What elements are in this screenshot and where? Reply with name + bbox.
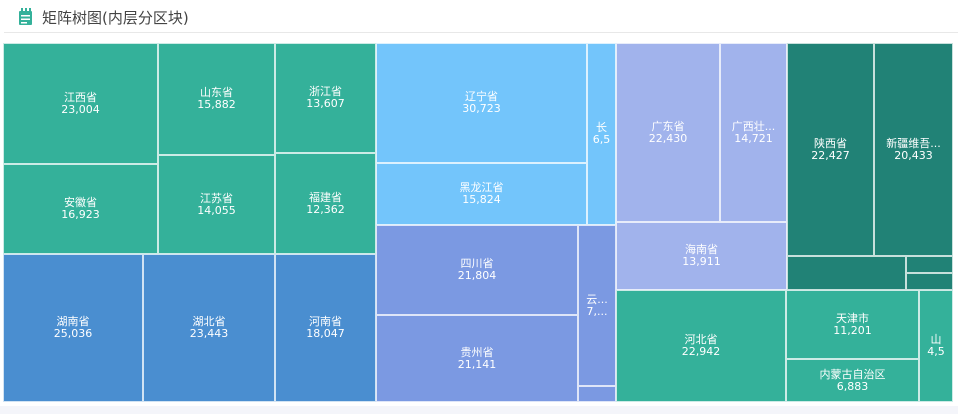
cell-label: 云...	[586, 292, 608, 306]
chart-header: 矩阵树图(内层分区块)	[18, 5, 189, 29]
cell-value: 14,055	[197, 203, 236, 217]
treemap-cell[interactable]: 陕西省 22,427	[787, 43, 874, 256]
cell-value: 23,443	[189, 327, 229, 340]
cell-label: 四川省	[460, 257, 494, 270]
page-title: 矩阵树图(内层分区块)	[42, 8, 189, 27]
cell-label: 安徽省	[64, 196, 97, 209]
cell-value: 21,804	[457, 269, 497, 282]
cell-label: 贵州省	[460, 345, 494, 359]
cell-value: 12,362	[306, 202, 345, 216]
cell-label: 江苏省	[200, 191, 233, 205]
cell-label: 山	[930, 333, 942, 346]
divider	[4, 32, 958, 33]
cell-value: 21,141	[457, 357, 497, 371]
cell-value: 11,201	[833, 323, 872, 337]
cell-value: 4,5	[927, 345, 945, 358]
treemap-cell[interactable]: 广西壮... 14,721	[720, 43, 787, 222]
cell-label: 天津市	[836, 311, 869, 325]
cell-value: 7,...	[586, 304, 608, 318]
cell-label: 江西省	[64, 90, 97, 104]
cell-value: 16,923	[61, 208, 100, 221]
treemap-cell[interactable]	[906, 256, 953, 273]
treemap-cell[interactable]: 山 4,5	[919, 290, 953, 402]
cell-value: 23,004	[61, 102, 100, 116]
treemap-cell[interactable]: 福建省 12,362	[275, 153, 376, 254]
treemap-cell[interactable]	[578, 386, 616, 402]
treemap-cell[interactable]: 山东省 15,882	[158, 43, 275, 155]
cell-value: 13,607	[306, 97, 345, 110]
treemap-cell[interactable]: 贵州省 21,141	[376, 315, 578, 402]
cell-label: 浙江省	[309, 85, 342, 98]
footer-strip	[0, 406, 958, 414]
treemap-cell[interactable]: 辽宁省 30,723	[376, 43, 587, 163]
cell-value: 18,047	[306, 327, 345, 340]
treemap-cell[interactable]: 四川省 21,804	[376, 225, 578, 315]
cell-label: 内蒙古自治区	[819, 367, 886, 381]
cell-label: 广西壮...	[731, 119, 776, 133]
treemap-cell[interactable]: 云... 7,...	[578, 225, 616, 386]
cell-label: 陕西省	[814, 136, 847, 150]
treemap-cell[interactable]: 湖北省 23,443	[143, 254, 275, 402]
cell-value: 13,911	[682, 255, 721, 268]
cell-value: 15,824	[462, 193, 501, 206]
treemap-cell[interactable]: 黑龙江省 15,824	[376, 163, 587, 225]
treemap-cell[interactable]: 江苏省 14,055	[158, 155, 275, 254]
cell-label: 黑龙江省	[459, 181, 504, 194]
cell-value: 22,427	[811, 148, 850, 162]
treemap-cell[interactable]: 海南省 13,911	[616, 222, 787, 290]
treemap-cell[interactable]: 河北省 22,942	[616, 290, 786, 402]
treemap-cell[interactable]: 江西省 23,004	[3, 43, 158, 164]
cell-label: 广东省	[651, 119, 685, 133]
cell-label: 海南省	[685, 243, 718, 256]
cell-value: 15,882	[197, 98, 236, 111]
cell-value: 22,430	[648, 131, 688, 145]
cell-label: 湖北省	[192, 315, 226, 328]
cell-label: 河南省	[309, 315, 342, 328]
treemap-cell[interactable]: 长 6,5	[587, 43, 616, 225]
treemap-cell[interactable]	[906, 273, 953, 290]
treemap-cell[interactable]: 广东省 22,430	[616, 43, 720, 222]
treemap-cell[interactable]: 湖南省 25,036	[3, 254, 143, 402]
treemap-cell[interactable]: 内蒙古自治区 6,883	[786, 359, 919, 402]
cell-value: 22,942	[681, 345, 721, 358]
cell-value: 20,433	[894, 148, 933, 162]
cell-value: 6,5	[592, 133, 611, 146]
treemap-cell[interactable]: 新疆维吾... 20,433	[874, 43, 953, 256]
treemap-cell[interactable]	[787, 256, 906, 290]
notepad-icon	[19, 8, 32, 25]
cell-label: 辽宁省	[465, 90, 498, 103]
cell-value: 30,723	[462, 102, 501, 115]
cell-value: 6,883	[836, 379, 869, 393]
cell-label: 福建省	[309, 190, 342, 204]
treemap-cell[interactable]: 天津市 11,201	[786, 290, 919, 359]
treemap-cell[interactable]: 安徽省 16,923	[3, 164, 158, 254]
cell-label: 河北省	[684, 333, 718, 346]
cell-label: 长	[596, 121, 607, 134]
cell-value: 14,721	[734, 131, 773, 145]
treemap-cell[interactable]: 河南省 18,047	[275, 254, 376, 402]
treemap-cell[interactable]: 浙江省 13,607	[275, 43, 376, 153]
cell-label: 湖南省	[56, 315, 90, 328]
cell-label: 山东省	[200, 86, 233, 99]
cell-label: 新疆维吾...	[886, 136, 941, 150]
cell-value: 25,036	[53, 327, 93, 340]
